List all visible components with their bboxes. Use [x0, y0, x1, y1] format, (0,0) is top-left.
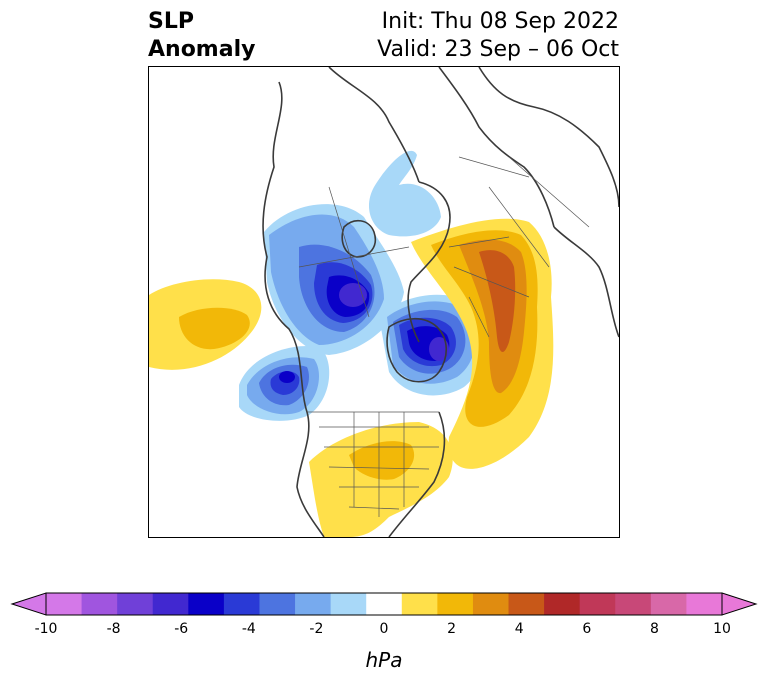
colorbar-ticks: -10 -8 -6 -4 -2 0 2 4 6 8 10	[35, 621, 731, 637]
colorbar-box	[152, 593, 189, 615]
date-info: Init: Thu 08 Sep 2022 Valid: 23 Sep – 06…	[377, 8, 619, 64]
colorbar-tick-label: 8	[650, 621, 659, 637]
anomaly-low-hudson-bay	[264, 204, 404, 355]
anomaly-low-arctic	[368, 150, 441, 237]
colorbar-tick-label: 4	[515, 621, 524, 637]
colorbar-box	[615, 593, 652, 615]
anomaly-high-eastern-us	[309, 422, 453, 537]
colorbar-tick-label: -10	[35, 621, 58, 637]
colorbar-box	[401, 593, 438, 615]
anomaly-low-northeast-pacific	[239, 346, 330, 421]
colorbar-box	[437, 593, 474, 615]
colorbar-extend-min	[10, 592, 47, 616]
colorbar-tick-label: -6	[174, 621, 188, 637]
colorbar-box	[579, 593, 616, 615]
colorbar-box	[223, 593, 260, 615]
colorbar-box	[366, 593, 403, 615]
title-field: Anomaly	[148, 37, 256, 62]
colorbar-box	[81, 593, 118, 615]
anomaly-low-greenland	[379, 294, 486, 396]
colorbar-unit-label: hPa	[366, 648, 403, 672]
colorbar-frame	[45, 592, 723, 616]
map-title: SLP Anomaly	[148, 8, 255, 64]
map-canvas	[149, 67, 619, 537]
colorbar-box	[117, 593, 154, 615]
slp-anomaly-map	[148, 66, 620, 538]
colorbar: -10 -8 -6 -4 -2 0 2 4 6 8 10 hPa	[10, 592, 758, 672]
coastlines	[262, 67, 619, 537]
colorbar-boxes	[10, 592, 758, 616]
init-date: Init: Thu 08 Sep 2022	[381, 9, 619, 34]
colorbar-tick-label: -2	[309, 621, 323, 637]
colorbar-tick-label: -4	[242, 621, 256, 637]
colorbar-tick-label: 6	[582, 621, 591, 637]
colorbar-box	[330, 593, 367, 615]
colorbar-tick-label: 10	[713, 621, 731, 637]
colorbar-box	[650, 593, 687, 615]
colorbar-tick-label: 2	[447, 621, 456, 637]
political-borders	[298, 156, 590, 517]
valid-range: Valid: 23 Sep – 06 Oct	[377, 37, 619, 62]
anomaly-high-europe-atlantic	[411, 218, 554, 469]
title-variable: SLP	[148, 9, 194, 34]
colorbar-box	[508, 593, 545, 615]
anomaly-high-central-pacific	[149, 279, 262, 370]
colorbar-box	[259, 593, 296, 615]
colorbar-box	[188, 593, 225, 615]
colorbar-box	[295, 593, 332, 615]
colorbar-tick-label: 0	[380, 621, 389, 637]
colorbar-box	[472, 593, 510, 615]
colorbar-box	[46, 593, 83, 615]
colorbar-box	[544, 593, 581, 615]
colorbar-extend-max	[721, 592, 758, 616]
colorbar-box	[686, 593, 723, 615]
colorbar-tick-label: -8	[107, 621, 121, 637]
